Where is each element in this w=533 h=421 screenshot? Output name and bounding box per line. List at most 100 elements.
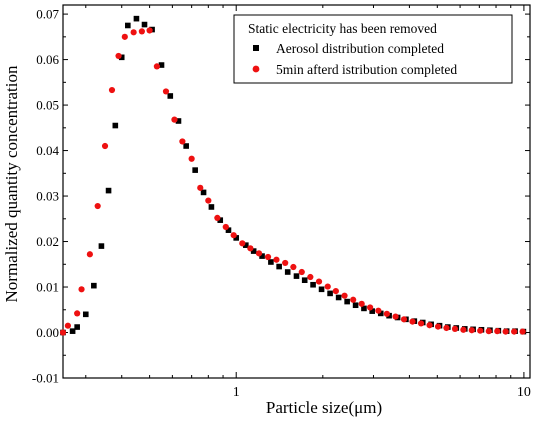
x-axis-label: Particle size(μm): [266, 398, 382, 417]
data-point-square: [276, 263, 282, 270]
data-point-circle: [332, 288, 339, 295]
data-point-square: [105, 187, 112, 194]
data-point-square: [225, 227, 232, 233]
legend-marker-square: [253, 45, 259, 51]
data-point-circle: [130, 29, 137, 36]
data-point-square: [118, 54, 125, 61]
data-point-circle: [171, 116, 178, 123]
data-point-circle: [324, 283, 331, 290]
legend-entry-5min: 5min afterd istribution completed: [252, 62, 457, 77]
data-point-circle: [222, 223, 229, 231]
data-point-circle: [409, 318, 416, 325]
data-point-square: [98, 243, 105, 249]
data-point-circle: [121, 33, 128, 40]
data-point-square: [208, 204, 215, 210]
data-point-circle: [358, 300, 365, 307]
data-point-square: [335, 294, 342, 301]
data-point-circle: [477, 327, 484, 334]
data-point-circle: [138, 28, 145, 35]
data-point-circle: [502, 328, 509, 335]
legend-entry-aerosol: Aerosol distribution completed: [253, 41, 444, 56]
data-point-circle: [307, 273, 314, 281]
data-point-square: [361, 305, 367, 312]
data-point-circle: [255, 250, 263, 257]
data-point-circle: [273, 256, 280, 263]
data-point-square: [310, 281, 316, 288]
data-point-square: [327, 290, 333, 297]
x-axis-ticks: 1 10: [85, 5, 531, 400]
data-point-circle: [146, 27, 153, 34]
legend-title: Static electricity has been removed: [248, 21, 437, 36]
data-point-square: [125, 22, 131, 29]
data-point-square: [175, 118, 182, 124]
data-point-circle: [86, 251, 93, 258]
data-point-square: [293, 273, 300, 279]
data-point-circle: [383, 310, 390, 317]
data-point-square: [112, 122, 119, 129]
data-point-circle: [230, 232, 237, 239]
data-point-circle: [341, 292, 348, 299]
plot-frame: [62, 4, 531, 379]
series-5min: [59, 27, 526, 336]
data-point-circle: [468, 327, 475, 334]
y-tick-label: -0.01: [32, 371, 59, 386]
data-point-circle: [78, 286, 85, 293]
data-point-circle: [460, 326, 467, 333]
data-point-circle: [282, 259, 289, 267]
legend-box: [233, 14, 513, 84]
data-point-circle: [59, 329, 67, 336]
data-point-square: [91, 282, 97, 289]
data-point-square: [301, 277, 308, 284]
data-point-circle: [101, 142, 109, 150]
legend-label-5min: 5min afterd istribution completed: [276, 62, 457, 77]
legend: Static electricity has been removed Aero…: [233, 14, 513, 84]
y-tick-label: 0.01: [36, 280, 59, 295]
data-point-circle: [179, 138, 186, 145]
data-point-circle: [494, 328, 501, 335]
data-point-square: [183, 143, 189, 149]
x-tick-label: 1: [233, 385, 240, 400]
data-point-circle: [188, 155, 195, 162]
data-point-circle: [264, 253, 272, 261]
y-tick-label: 0.02: [36, 234, 59, 249]
y-axis-label: Normalized quantity concentration: [2, 65, 21, 302]
data-point-circle: [400, 316, 408, 323]
y-tick-label: 0.04: [36, 143, 59, 158]
data-point-circle: [205, 197, 212, 204]
data-point-square: [141, 21, 148, 28]
data-point-circle: [108, 86, 116, 94]
data-point-circle: [350, 296, 357, 303]
data-point-circle: [485, 328, 492, 335]
data-point-square: [217, 217, 224, 223]
data-point-circle: [153, 63, 160, 70]
legend-marker-circle: [252, 65, 260, 73]
data-point-square: [243, 242, 249, 248]
data-point-square: [259, 253, 265, 259]
data-point-circle: [443, 324, 450, 332]
data-point-circle: [519, 328, 526, 335]
data-point-square: [352, 302, 359, 309]
data-point-square: [344, 298, 350, 305]
data-point-circle: [375, 307, 382, 314]
data-point-square: [268, 259, 274, 265]
data-point-square: [284, 269, 291, 275]
data-point-circle: [74, 310, 81, 317]
data-point-square: [200, 189, 207, 196]
data-point-square: [192, 167, 198, 173]
data-point-square: [250, 248, 257, 254]
data-series: [59, 15, 527, 336]
data-point-circle: [290, 263, 297, 271]
y-tick-label: 0.00: [36, 325, 59, 340]
data-point-square: [69, 328, 76, 334]
data-point-circle: [426, 322, 433, 329]
data-point-circle: [162, 88, 170, 95]
y-tick-label: 0.05: [36, 98, 59, 113]
y-tick-label: 0.06: [36, 52, 59, 67]
data-point-circle: [511, 328, 518, 335]
data-point-square: [133, 15, 140, 22]
data-point-circle: [315, 278, 323, 285]
y-axis-ticks: -0.01 0.00 0.01 0.02 0.03 0.04 0.05 0.06 0.07: [32, 7, 530, 386]
data-point-circle: [214, 214, 221, 221]
